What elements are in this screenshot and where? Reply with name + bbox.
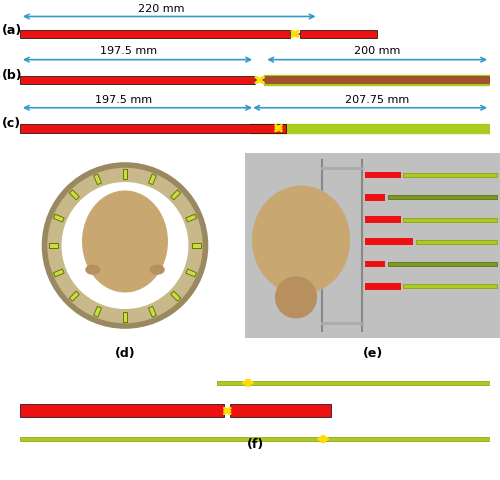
Bar: [403, 174, 498, 178]
Ellipse shape: [150, 266, 164, 275]
Bar: [300, 31, 377, 38]
Bar: [250, 124, 490, 133]
Bar: [365, 283, 400, 290]
Bar: [365, 194, 385, 201]
Bar: [192, 244, 202, 248]
Bar: [365, 217, 400, 224]
Bar: [123, 312, 127, 323]
Bar: [48, 244, 58, 248]
Ellipse shape: [252, 187, 350, 294]
Text: (c): (c): [2, 117, 21, 130]
Text: 220 mm: 220 mm: [138, 4, 184, 14]
Bar: [123, 169, 127, 180]
Bar: [186, 269, 196, 277]
Bar: [230, 405, 331, 418]
Text: (e): (e): [362, 346, 382, 359]
Bar: [264, 75, 490, 86]
Bar: [70, 291, 80, 301]
Text: (b): (b): [2, 69, 23, 82]
Text: 207.75 mm: 207.75 mm: [345, 95, 410, 104]
Bar: [54, 269, 64, 277]
Bar: [20, 437, 490, 442]
Bar: [70, 191, 80, 201]
Bar: [20, 405, 225, 418]
Bar: [170, 191, 180, 201]
Text: (d): (d): [114, 346, 136, 359]
Text: 197.5 mm: 197.5 mm: [95, 95, 152, 104]
Bar: [94, 175, 102, 185]
Bar: [365, 239, 414, 246]
Ellipse shape: [276, 277, 316, 318]
Bar: [403, 285, 498, 288]
Text: 200 mm: 200 mm: [354, 47, 401, 56]
Bar: [20, 124, 285, 133]
Bar: [264, 77, 490, 84]
Text: (a): (a): [2, 24, 22, 36]
Bar: [148, 175, 156, 185]
Bar: [403, 218, 498, 222]
Text: 197.5 mm: 197.5 mm: [100, 47, 156, 56]
Bar: [365, 172, 400, 179]
Bar: [170, 291, 180, 301]
Bar: [388, 196, 498, 200]
Bar: [20, 76, 255, 85]
Ellipse shape: [82, 192, 168, 292]
Bar: [20, 31, 290, 38]
Bar: [94, 307, 102, 317]
Bar: [388, 263, 498, 266]
Bar: [54, 215, 64, 223]
Bar: [416, 240, 498, 244]
Circle shape: [62, 183, 188, 309]
Bar: [218, 381, 490, 385]
Bar: [186, 215, 196, 223]
Bar: [365, 261, 385, 268]
Bar: [148, 307, 156, 317]
Text: (f): (f): [246, 437, 264, 450]
Ellipse shape: [86, 266, 100, 275]
Circle shape: [44, 166, 205, 326]
